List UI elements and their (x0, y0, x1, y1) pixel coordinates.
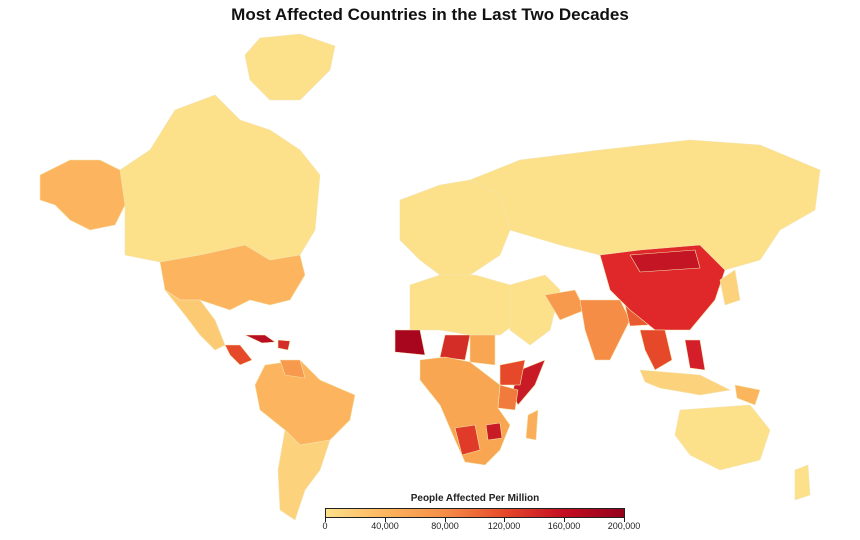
region-central-america (224, 344, 253, 366)
legend-tick-label: 40,000 (371, 521, 399, 531)
region-philippines (684, 339, 706, 371)
region-japan (719, 269, 741, 306)
legend-tick-label: 0 (322, 521, 328, 531)
legend-ticks (325, 518, 625, 523)
region-middle-east (509, 274, 561, 346)
region-papua-new-guinea (734, 384, 761, 406)
region-south-america-north (254, 359, 356, 446)
legend-tick (445, 518, 446, 522)
region-europe (399, 179, 511, 276)
legend-color-bar (325, 508, 625, 518)
legend-tick-label: 120,000 (487, 521, 521, 531)
region-south-america-south (277, 429, 331, 521)
region-indonesia (639, 369, 731, 396)
region-alaska (39, 159, 126, 231)
legend-tick-label: 80,000 (431, 521, 459, 531)
region-madagascar (525, 409, 539, 441)
region-venezuela (279, 359, 306, 379)
region-canada (119, 94, 321, 263)
legend-tick (624, 518, 625, 522)
region-namibia (454, 424, 481, 456)
region-zimbabwe (485, 422, 503, 441)
legend-title: People Affected Per Million (410, 493, 540, 504)
region-cuba (244, 334, 276, 344)
legend-tick (385, 518, 386, 522)
legend-tick-label: 160,000 (547, 521, 581, 531)
region-ethiopia (499, 359, 526, 386)
legend-tick (564, 518, 565, 522)
region-russia (469, 139, 821, 271)
chart-title: Most Affected Countries in the Last Two … (231, 5, 629, 24)
region-chad (469, 334, 496, 366)
region-new-zealand (794, 464, 811, 501)
region-southeast-asia (639, 329, 673, 371)
region-north-africa (409, 274, 521, 336)
region-australia (674, 404, 771, 471)
legend-tick (325, 518, 326, 522)
region-mongolia (629, 249, 701, 273)
region-mauritania (394, 329, 426, 356)
region-niger (439, 334, 471, 361)
legend-tick-label: 200,000 (607, 521, 641, 531)
legend-tick (504, 518, 505, 522)
region-haiti (277, 339, 291, 351)
region-india (579, 299, 631, 361)
legend-labels: 0 40,000 80,000 120,000 160,000 200,000 (322, 521, 641, 533)
region-greenland (244, 33, 336, 101)
